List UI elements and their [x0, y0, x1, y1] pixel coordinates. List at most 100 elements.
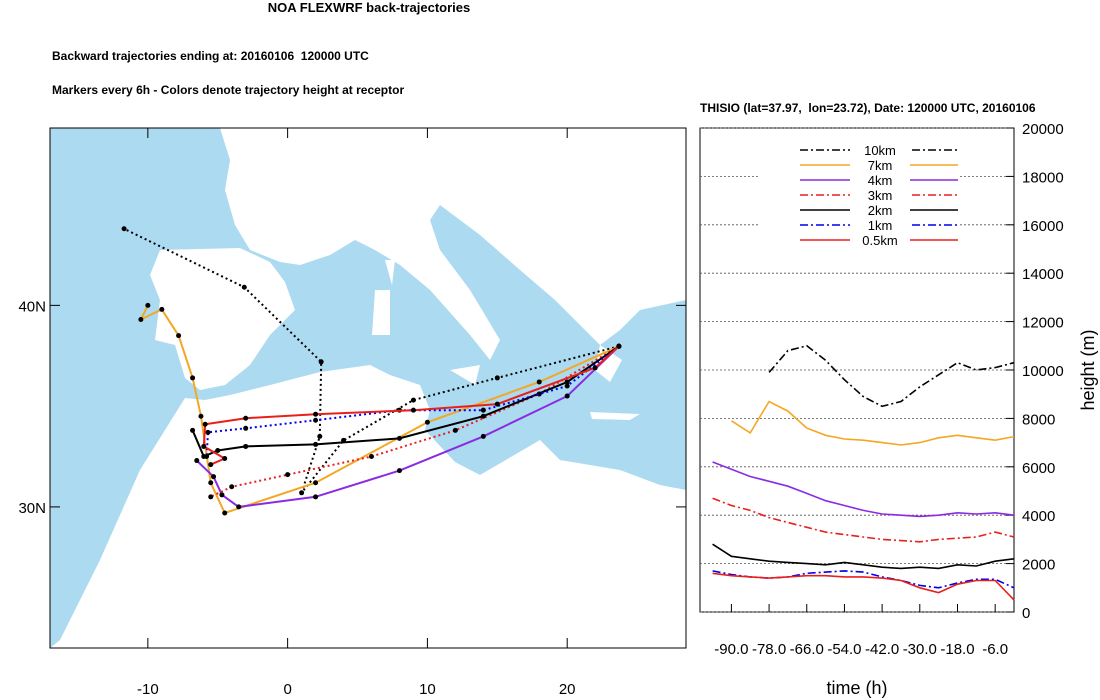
legend-label: 4km — [868, 173, 893, 188]
height-line — [712, 461, 1015, 518]
trajectory-marker — [121, 226, 127, 232]
y-tick-label: 20000 — [1022, 121, 1064, 138]
trajectory-marker — [299, 490, 305, 496]
trajectory-marker — [564, 393, 570, 399]
trajectory-marker — [198, 413, 204, 419]
y-tick-label: 6000 — [1022, 460, 1055, 477]
trajectory-marker — [396, 468, 402, 474]
x-tick-label: -30.0 — [903, 641, 937, 658]
height-line — [712, 570, 1015, 589]
trajectory-marker — [222, 510, 228, 516]
trajectory-marker — [480, 433, 486, 439]
trajectory-marker — [215, 447, 221, 453]
trajectory-marker — [424, 419, 430, 425]
y-tick-label: 30N — [18, 500, 46, 517]
x-tick-label: -42.0 — [865, 641, 899, 658]
height-line — [712, 572, 1015, 601]
trajectory-marker — [159, 306, 165, 312]
subtitle: Backward trajectories ending at: 2016010… — [52, 49, 369, 63]
trajectory-marker — [313, 441, 319, 447]
trajectory-marker — [219, 492, 225, 498]
legend-label-bg — [850, 158, 910, 172]
height-line — [730, 400, 1015, 446]
y-tick-label: 14000 — [1022, 266, 1064, 283]
y-tick-label: 12000 — [1022, 315, 1064, 332]
x-tick-label: -66.0 — [790, 641, 824, 658]
trajectory-marker — [494, 401, 500, 407]
legend-label: 7km — [868, 158, 893, 173]
x-tick-label: -10 — [137, 681, 159, 698]
legend-label: 10km — [864, 143, 896, 158]
y-axis-title: height (m) — [1078, 329, 1098, 410]
y-tick-label: 10000 — [1022, 363, 1064, 380]
y-tick-label: 40N — [18, 298, 46, 315]
trajectory-marker — [317, 433, 323, 439]
x-tick-label: -54.0 — [827, 641, 861, 658]
legend-label: 2km — [868, 203, 893, 218]
page-title: NOA FLEXWRF back-trajectories — [268, 0, 471, 15]
trajectory-marker — [410, 397, 416, 403]
trajectory-marker — [318, 359, 324, 365]
trajectory-marker — [190, 427, 196, 433]
trajectory-marker — [204, 454, 210, 460]
x-tick-label: -6.0 — [982, 641, 1008, 658]
x-axis-title: time (h) — [826, 678, 887, 698]
trajectory-marker — [202, 421, 208, 427]
trajectory — [202, 345, 620, 466]
trajectory-marker — [285, 472, 291, 478]
y-tick-label: 18000 — [1022, 169, 1064, 186]
trajectory-marker — [313, 494, 319, 500]
trajectory-marker — [176, 333, 182, 339]
trajectory-marker — [313, 417, 319, 423]
x-tick-label: 20 — [559, 681, 576, 698]
height-line — [712, 543, 1015, 570]
y-tick-label: 0 — [1022, 605, 1030, 622]
trajectory-marker — [208, 494, 214, 500]
legend-label: 3km — [868, 188, 893, 203]
trajectory-marker — [194, 458, 200, 464]
trajectory-marker — [396, 435, 402, 441]
trajectory-marker — [211, 474, 217, 480]
legend-label-bg — [850, 188, 910, 202]
trajectory-marker — [145, 302, 151, 308]
height-line — [712, 497, 1015, 543]
trajectory-marker — [564, 383, 570, 389]
trajectory-marker — [243, 443, 249, 449]
trajectory-marker — [564, 379, 570, 385]
trajectory-marker — [243, 415, 249, 421]
y-tick-label: 2000 — [1022, 557, 1055, 574]
y-tick-label: 16000 — [1022, 218, 1064, 235]
legend-label-bg — [850, 218, 910, 232]
legend-label-bg — [850, 173, 910, 187]
trajectory-marker — [201, 443, 207, 449]
legend-label: 1km — [868, 218, 893, 233]
trajectory-marker — [313, 411, 319, 417]
legend-label: 0.5km — [862, 233, 897, 248]
height-line — [768, 344, 1015, 408]
trajectory-marker — [536, 379, 542, 385]
trajectory-marker — [190, 375, 196, 381]
legend-label-bg — [850, 143, 910, 157]
trajectory-marker — [452, 427, 458, 433]
trajectory-marker — [241, 284, 247, 290]
trajectory-marker — [368, 454, 374, 460]
legend-label-bg — [850, 233, 910, 247]
x-tick-label: -78.0 — [752, 641, 786, 658]
trajectory-marker — [208, 462, 214, 468]
trajectory-marker — [243, 425, 249, 431]
y-tick-label: 4000 — [1022, 508, 1055, 525]
trajectory-marker — [208, 480, 214, 486]
trajectory-marker — [480, 407, 486, 413]
chart-title: THISIO (lat=37.97, lon=23.72), Date: 120… — [700, 101, 1036, 115]
x-tick-label: -18.0 — [940, 641, 974, 658]
trajectory-marker — [205, 429, 211, 435]
legend-label-bg — [850, 203, 910, 217]
trajectory-marker — [494, 375, 500, 381]
trajectory-marker — [138, 316, 144, 322]
trajectory-marker — [236, 504, 242, 510]
subtitle: Markers every 6h - Colors denote traject… — [52, 83, 404, 97]
map-background — [49, 127, 687, 649]
trajectory — [138, 304, 620, 515]
x-tick-label: 10 — [419, 681, 436, 698]
